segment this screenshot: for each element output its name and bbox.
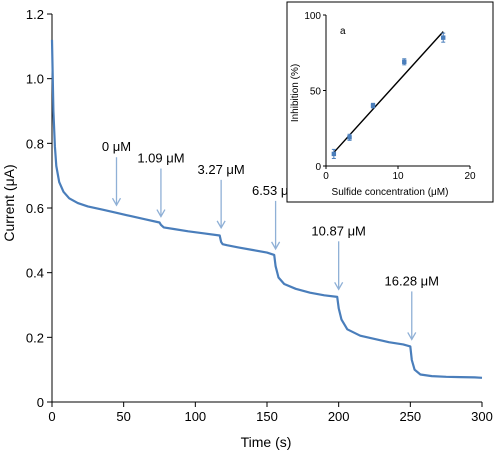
- x-tick-label: 0: [48, 409, 55, 424]
- annotation-arrowhead: [156, 209, 166, 218]
- y-axis-label: Current (μA): [1, 164, 17, 241]
- inset-frame: [286, 1, 494, 203]
- y-tick-label: 0.6: [26, 201, 44, 216]
- inset-data-point: [402, 58, 407, 66]
- y-tick-label: 0.4: [26, 266, 44, 281]
- inset-y-tick-label: 100: [304, 11, 321, 22]
- concentration-annotation: 3.27 μM: [198, 162, 245, 230]
- annotation-label: 1.09 μM: [137, 151, 184, 166]
- annotation-arrowhead: [111, 197, 122, 207]
- x-tick-label: 300: [471, 409, 493, 424]
- concentration-annotation: 16.28 μM: [385, 273, 439, 341]
- inset-fit-line: [333, 31, 444, 153]
- inset-chart: 0 10 20 0 50 100 a Sulfide concentration (μM)…: [286, 1, 494, 203]
- inset-marker: [370, 103, 376, 108]
- annotation-arrowhead: [271, 241, 281, 251]
- annotation-arrowhead: [407, 332, 417, 341]
- inset-x-tick-label: 0: [323, 171, 329, 182]
- x-tick-label: 150: [256, 409, 278, 424]
- inset-marker: [441, 35, 446, 40]
- inset-x-axis-label: Sulfide concentration (μM): [332, 187, 449, 198]
- annotation-arrowhead: [334, 281, 344, 291]
- inset-data-point: [347, 133, 352, 141]
- inset-y-tick-label: 50: [310, 87, 322, 98]
- y-tick-label: 0: [37, 395, 44, 410]
- annotation-label: 10.87 μM: [311, 223, 365, 238]
- annotation-label: 3.27 μM: [198, 162, 245, 177]
- inset-data-point: [370, 102, 376, 109]
- y-tick-label: 1.2: [26, 7, 44, 22]
- inset-marker: [331, 151, 337, 157]
- inset-y-tick-label: 0: [315, 162, 321, 173]
- x-tick-label: 50: [116, 409, 130, 424]
- y-tick-label: 0.8: [26, 136, 44, 151]
- y-tick-label: 1.0: [26, 72, 44, 87]
- x-axis-label: Time (s): [241, 434, 292, 450]
- concentration-annotation: 1.09 μM: [137, 151, 185, 218]
- concentration-annotation: 10.87 μM: [311, 223, 366, 291]
- y-tick-label: 0.2: [26, 330, 44, 345]
- annotation-arrowhead: [216, 220, 226, 230]
- inset-panel-label: a: [340, 26, 346, 37]
- current-trace-line: [50, 39, 483, 379]
- annotation-label: 16.28 μM: [385, 273, 439, 288]
- x-tick-label: 250: [399, 409, 421, 424]
- inset-marker: [347, 135, 352, 140]
- inset-y-axis-label: Inhibition (%): [290, 64, 301, 122]
- annotation-label: 0 μM: [102, 139, 131, 154]
- x-tick-label: 100: [184, 409, 206, 424]
- inset-x-tick-label: 20: [464, 171, 476, 182]
- x-tick-label: 200: [328, 409, 350, 424]
- inset-points: [331, 32, 446, 159]
- inset-data-point: [441, 32, 446, 43]
- inset-ticks: 0 10 20 0 50 100: [304, 11, 476, 182]
- inset-data-point: [331, 148, 337, 159]
- inset-x-tick-label: 10: [392, 171, 404, 182]
- concentration-annotation: 0 μM: [102, 139, 131, 207]
- inset-marker: [402, 59, 407, 65]
